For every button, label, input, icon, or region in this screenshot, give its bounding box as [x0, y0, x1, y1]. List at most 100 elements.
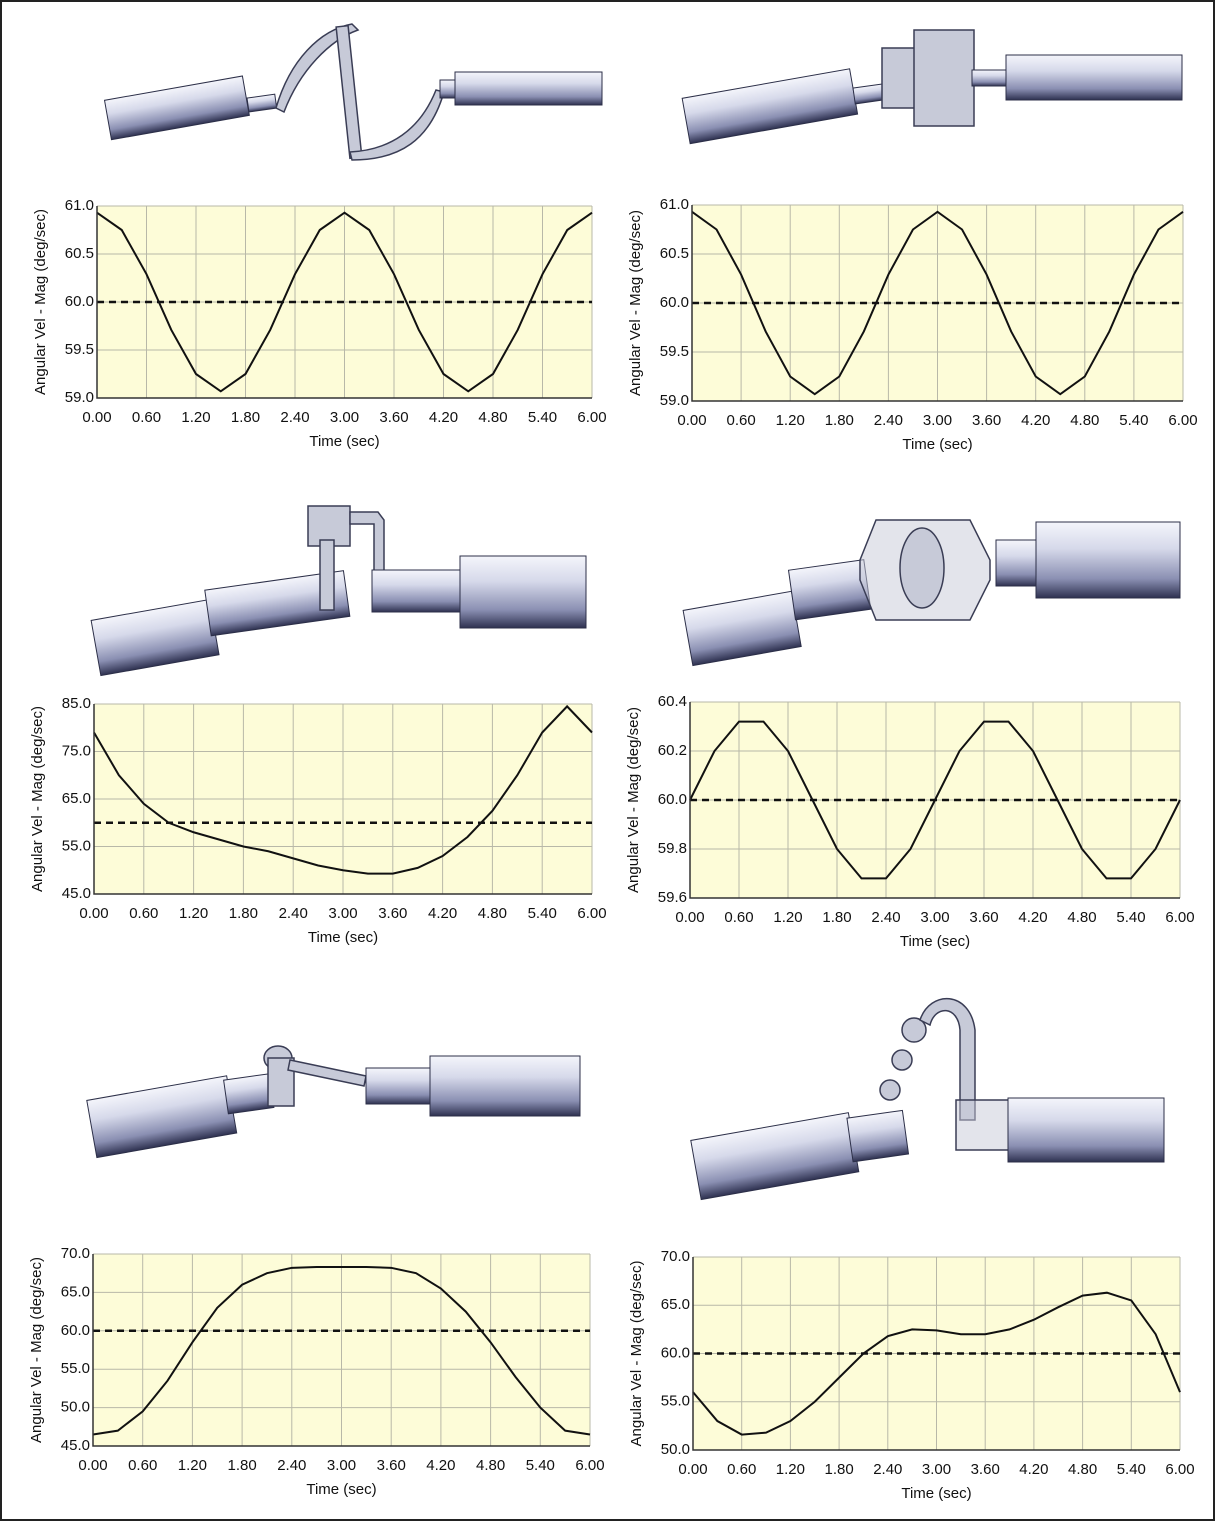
x-tick-label: 2.40 — [871, 909, 900, 926]
y-tick-label: 59.5 — [65, 341, 94, 358]
x-tick-label: 3.60 — [972, 412, 1001, 429]
x-tick-label: 0.60 — [726, 412, 755, 429]
x-tick-label: 5.40 — [528, 409, 557, 426]
x-tick-label: 0.00 — [79, 905, 108, 922]
chart: 0.00 0.60 1.20 1.80 2.40 3.00 3.60 4.20 4.80 5.40… — [32, 197, 607, 450]
x-axis-title: Time (sec) — [306, 1481, 376, 1498]
x-tick-label: 3.60 — [969, 909, 998, 926]
x-tick-label: 0.00 — [677, 412, 706, 429]
mechanism-illustration — [691, 999, 1164, 1200]
x-tick-label: 4.20 — [1019, 1461, 1048, 1478]
x-tick-label: 6.00 — [577, 409, 606, 426]
y-tick-label: 45.0 — [62, 885, 91, 902]
x-tick-label: 3.60 — [379, 409, 408, 426]
y-axis-title: Angular Vel - Mag (deg/sec) — [625, 707, 642, 893]
y-tick-label: 60.4 — [658, 693, 687, 710]
x-tick-label: 4.20 — [428, 905, 457, 922]
y-tick-label: 59.0 — [660, 392, 689, 409]
y-tick-label: 59.5 — [660, 343, 689, 360]
x-axis-title: Time (sec) — [900, 933, 970, 950]
y-tick-label: 59.8 — [658, 840, 687, 857]
x-tick-label: 1.80 — [824, 1461, 853, 1478]
y-tick-label: 59.0 — [65, 389, 94, 406]
x-tick-label: 4.20 — [1021, 412, 1050, 429]
y-tick-label: 50.0 — [61, 1399, 90, 1416]
x-tick-label: 5.40 — [528, 905, 557, 922]
x-tick-label: 3.60 — [971, 1461, 1000, 1478]
x-tick-label: 3.00 — [922, 1461, 951, 1478]
x-tick-label: 6.00 — [1165, 1461, 1194, 1478]
x-axis-title: Time (sec) — [308, 929, 378, 946]
x-tick-label: 4.80 — [1070, 412, 1099, 429]
x-tick-label: 6.00 — [1165, 909, 1194, 926]
x-axis-title: Time (sec) — [902, 436, 972, 453]
figure: 0.00 0.60 1.20 1.80 2.40 3.00 3.60 4.20 4.80 5.40… — [0, 0, 1216, 1522]
x-tick-label: 0.00 — [82, 409, 111, 426]
x-tick-label: 3.00 — [328, 905, 357, 922]
y-tick-label: 60.0 — [661, 1344, 690, 1361]
x-tick-label: 3.60 — [378, 905, 407, 922]
x-tick-label: 1.20 — [179, 905, 208, 922]
x-tick-label: 3.00 — [327, 1457, 356, 1474]
x-tick-label: 2.40 — [280, 409, 309, 426]
x-tick-label: 1.20 — [178, 1457, 207, 1474]
y-tick-label: 55.0 — [62, 837, 91, 854]
y-axis-title: Angular Vel - Mag (deg/sec) — [32, 209, 49, 395]
x-tick-label: 0.60 — [128, 1457, 157, 1474]
x-tick-label: 4.80 — [478, 409, 507, 426]
x-tick-label: 0.60 — [724, 909, 753, 926]
y-tick-label: 85.0 — [62, 695, 91, 712]
x-tick-label: 4.20 — [429, 409, 458, 426]
x-tick-label: 0.00 — [675, 909, 704, 926]
y-tick-label: 65.0 — [62, 790, 91, 807]
mechanism-illustration — [91, 506, 586, 676]
x-axis-title: Time (sec) — [309, 433, 379, 450]
x-tick-label: 1.20 — [773, 909, 802, 926]
y-tick-label: 50.0 — [661, 1441, 690, 1458]
x-tick-label: 1.20 — [181, 409, 210, 426]
x-tick-label: 1.80 — [229, 905, 258, 922]
chart: 0.000.601.201.802.403.003.604.204.805.40… — [29, 695, 607, 946]
y-tick-label: 60.0 — [61, 1322, 90, 1339]
x-tick-label: 4.20 — [426, 1457, 455, 1474]
x-tick-label: 5.40 — [1116, 909, 1145, 926]
y-tick-label: 60.2 — [658, 742, 687, 759]
x-tick-label: 2.40 — [279, 905, 308, 922]
y-tick-label: 70.0 — [61, 1245, 90, 1262]
x-tick-label: 1.80 — [822, 909, 851, 926]
x-tick-label: 1.80 — [227, 1457, 256, 1474]
y-tick-label: 45.0 — [61, 1437, 90, 1454]
y-tick-label: 60.5 — [660, 245, 689, 262]
x-tick-label: 4.20 — [1018, 909, 1047, 926]
x-tick-label: 0.00 — [78, 1457, 107, 1474]
x-tick-label: 3.60 — [377, 1457, 406, 1474]
y-tick-label: 61.0 — [65, 197, 94, 214]
mechanism-illustration — [683, 520, 1180, 666]
y-tick-label: 65.0 — [61, 1283, 90, 1300]
y-tick-label: 60.0 — [65, 293, 94, 310]
x-tick-label: 1.80 — [825, 412, 854, 429]
x-tick-label: 6.00 — [575, 1457, 604, 1474]
x-tick-label: 1.80 — [231, 409, 260, 426]
x-tick-label: 4.80 — [1068, 1461, 1097, 1478]
x-tick-label: 4.80 — [476, 1457, 505, 1474]
y-tick-label: 75.0 — [62, 742, 91, 759]
y-axis-title: Angular Vel - Mag (deg/sec) — [628, 1261, 645, 1447]
x-tick-label: 3.00 — [330, 409, 359, 426]
y-tick-label: 61.0 — [660, 196, 689, 213]
x-tick-label: 2.40 — [874, 412, 903, 429]
y-tick-label: 60.0 — [658, 791, 687, 808]
x-tick-label: 5.40 — [1117, 1461, 1146, 1478]
y-tick-label: 65.0 — [661, 1296, 690, 1313]
x-tick-label: 6.00 — [1168, 412, 1197, 429]
y-axis-title: Angular Vel - Mag (deg/sec) — [29, 706, 46, 892]
x-tick-label: 0.60 — [132, 409, 161, 426]
x-tick-label: 3.00 — [923, 412, 952, 429]
y-axis-title: Angular Vel - Mag (deg/sec) — [28, 1257, 45, 1443]
x-tick-label: 3.00 — [920, 909, 949, 926]
y-tick-label: 55.0 — [661, 1393, 690, 1410]
x-tick-label: 0.00 — [678, 1461, 707, 1478]
x-tick-label: 2.40 — [277, 1457, 306, 1474]
